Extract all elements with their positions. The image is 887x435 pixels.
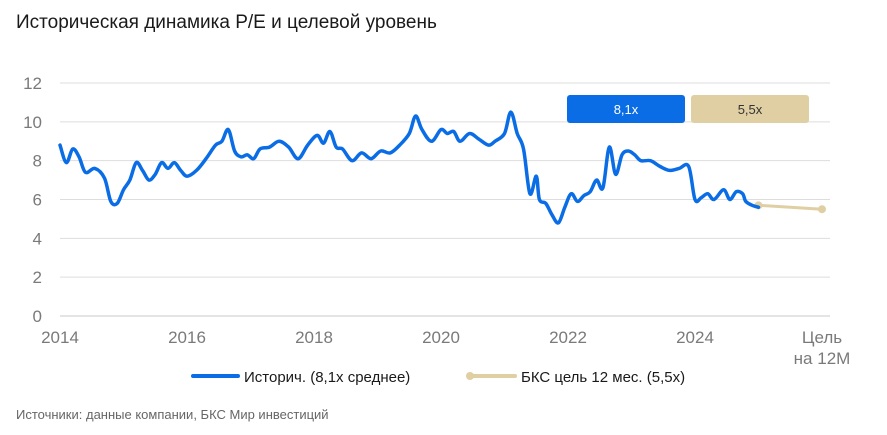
badge-0: [567, 95, 685, 123]
y-tick-label-2: 2: [33, 268, 42, 287]
chart-title: Историческая динамика P/E и целевой уров…: [16, 12, 437, 33]
x-tick-label-target-line2: на 12M: [794, 349, 851, 368]
y-tick-label-0: 0: [33, 307, 42, 326]
x-tick-label-2020: 2020: [422, 328, 460, 347]
x-tick-label-2022: 2022: [549, 328, 587, 347]
legend-marker-1: [466, 372, 474, 380]
source-note: Источники: данные компании, БКС Мир инве…: [16, 407, 329, 422]
y-tick-label-4: 4: [33, 229, 42, 248]
x-tick-label-target-line1: Цель: [802, 328, 842, 347]
y-tick-label-12: 12: [23, 74, 42, 93]
legend-label-1: БКС цель 12 мес. (5,5x): [521, 369, 685, 386]
x-tick-label-2014: 2014: [41, 328, 79, 347]
y-tick-label-8: 8: [33, 152, 42, 171]
x-tick-label-2024: 2024: [676, 328, 714, 347]
x-tick-label-2018: 2018: [295, 328, 333, 347]
badge-label-0: 8,1x: [614, 102, 639, 117]
x-tick-label-2016: 2016: [168, 328, 206, 347]
target-point-1: [818, 205, 826, 214]
series-line-target: [757, 203, 824, 211]
legend-label-0: Историч. (8,1x среднее): [244, 369, 410, 386]
badge-1: [691, 95, 809, 123]
series-line-historical: [58, 110, 761, 225]
badge-label-1: 5,5x: [738, 102, 763, 117]
y-tick-label-10: 10: [23, 113, 42, 132]
y-tick-label-6: 6: [33, 191, 42, 210]
